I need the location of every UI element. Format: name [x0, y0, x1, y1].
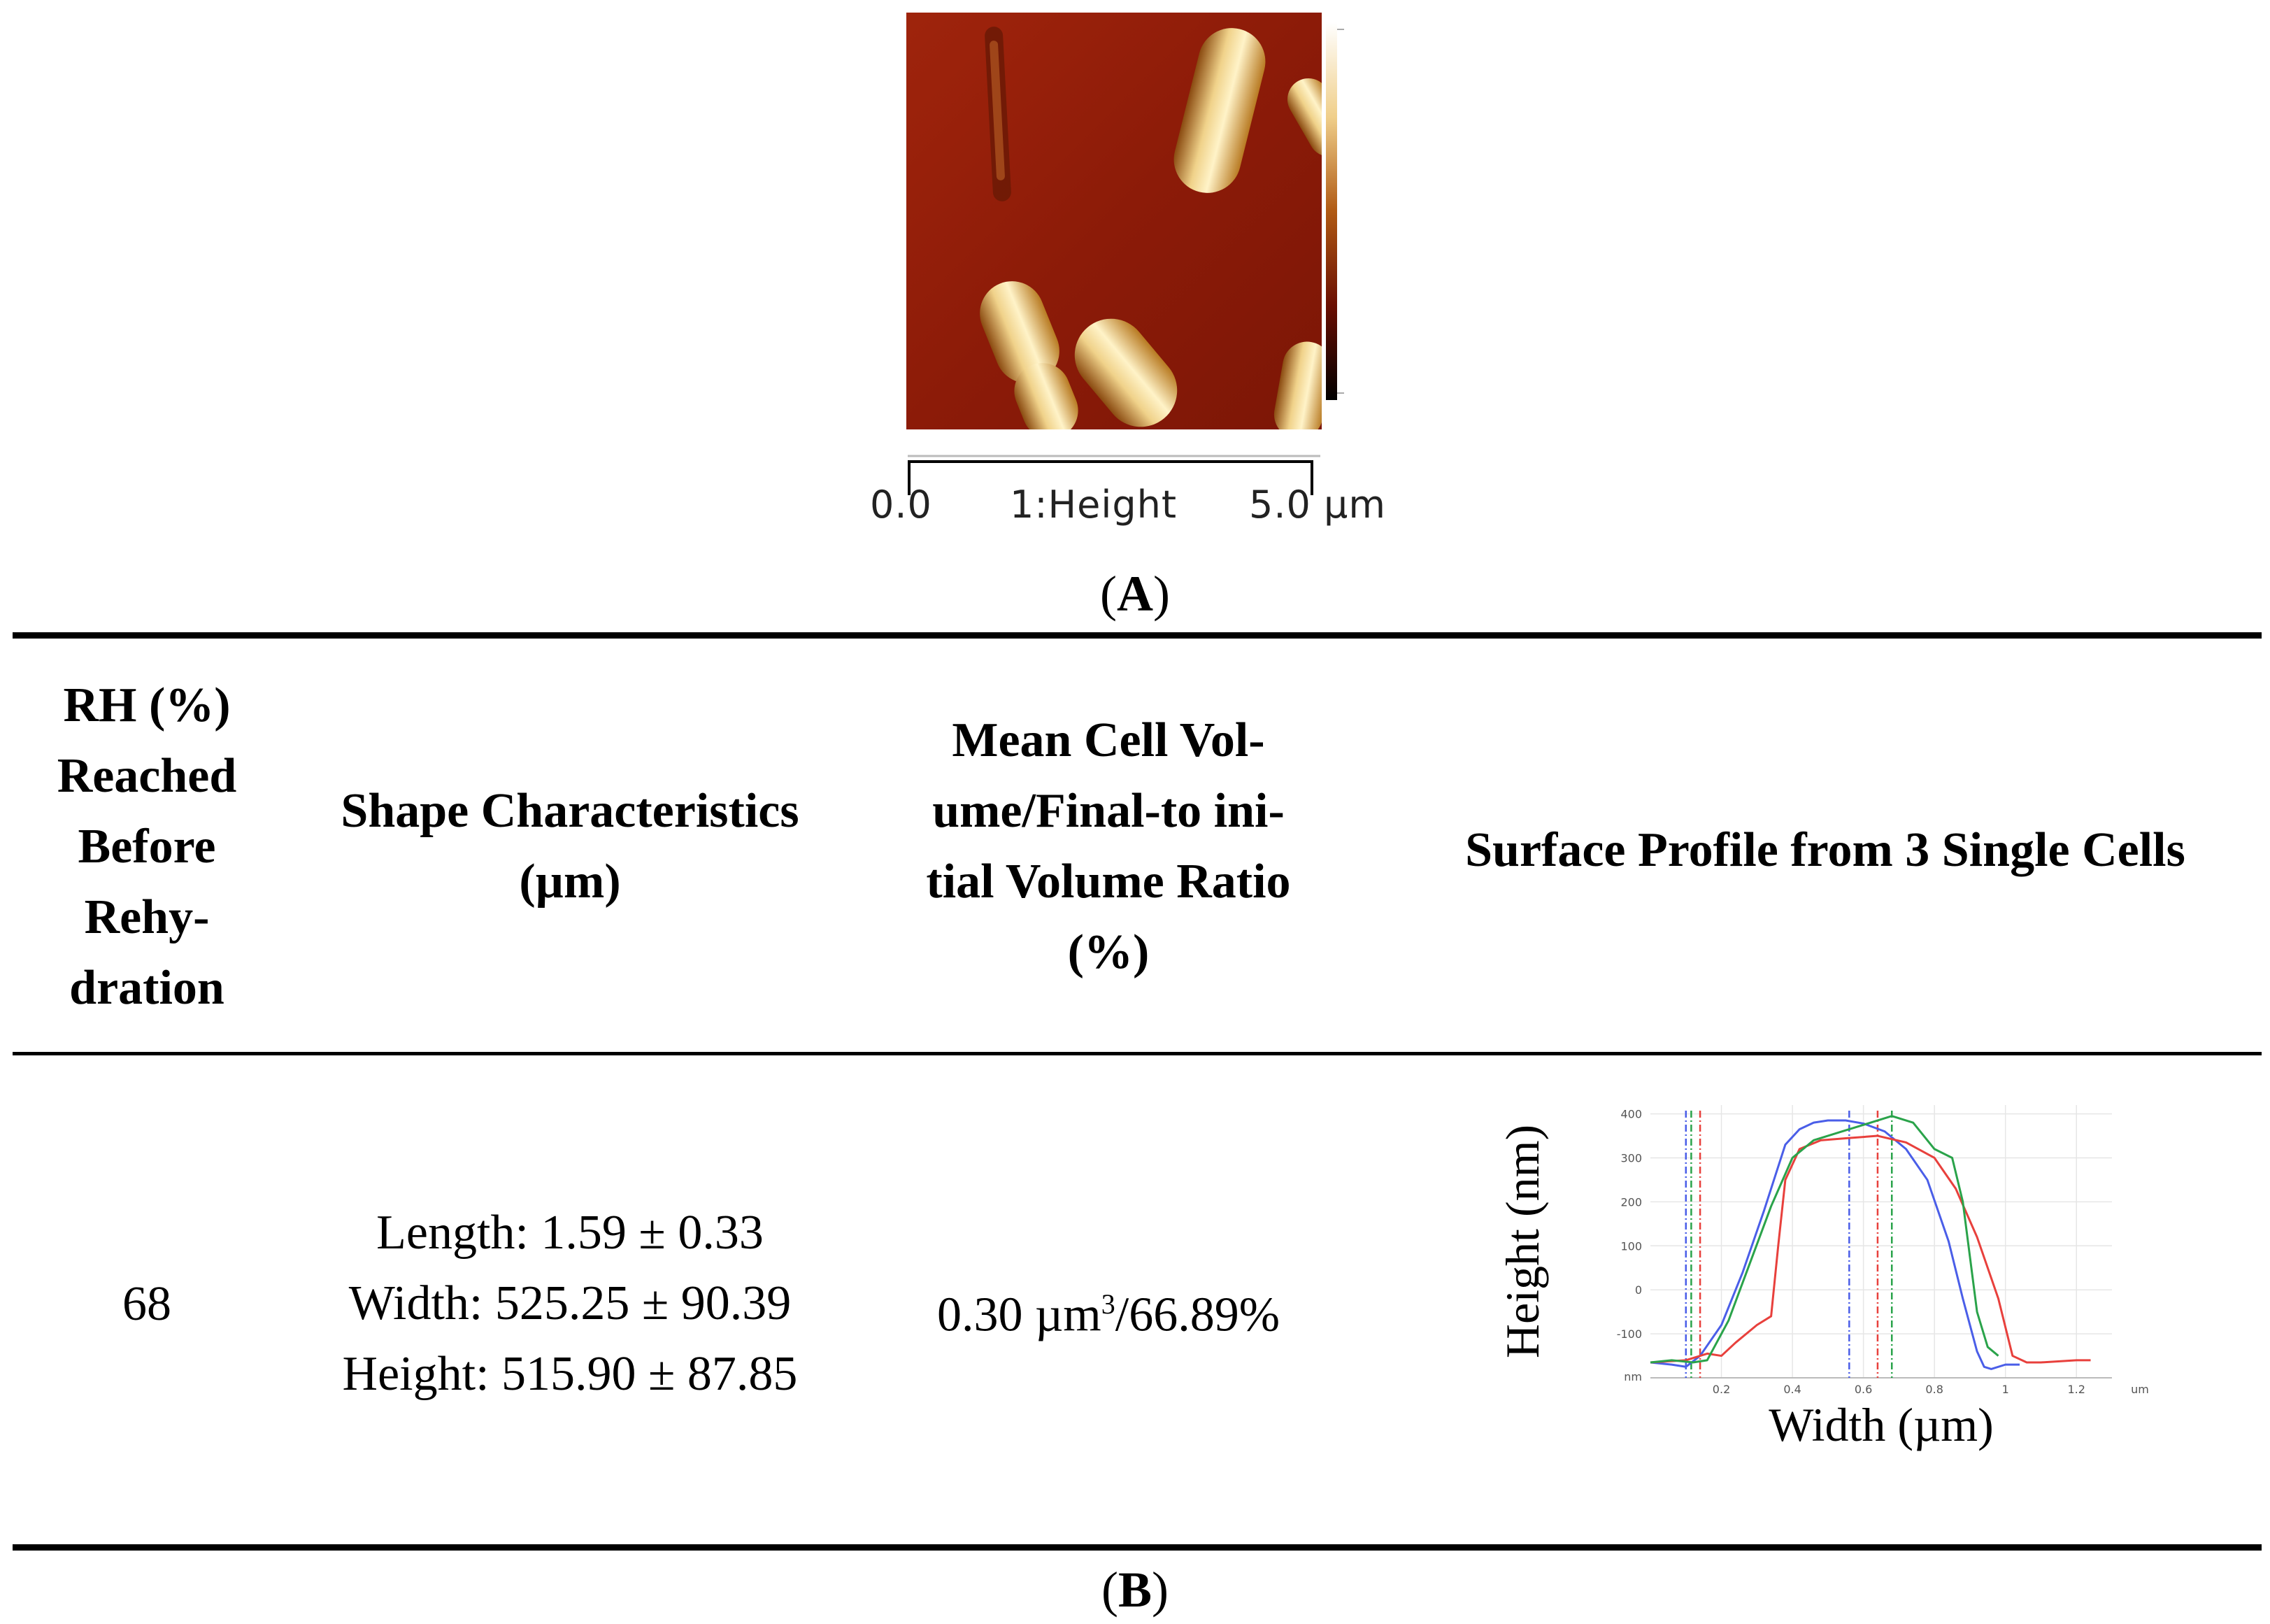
- profile-series-line: [1650, 1119, 2020, 1370]
- header-volume-line: Mean Cell Vol-: [952, 713, 1265, 767]
- x-tick-label: 0.8: [1925, 1383, 1943, 1396]
- x-tick-label: 0.4: [1783, 1383, 1801, 1396]
- header-volume-line: ume/Final-to ini-: [932, 784, 1285, 838]
- cell-volume-value: 0.30 µm3/66.89%: [867, 1269, 1350, 1350]
- scale-start-label: 0.0: [870, 483, 932, 527]
- table-header-rule: [13, 1052, 2262, 1055]
- header-profile: Surface Profile from 3 Single Cells: [1465, 822, 2185, 877]
- y-tick-label: 100: [1620, 1239, 1642, 1253]
- header-rh: RH (%) Reached Before Rehy- dration: [14, 671, 280, 1021]
- header-rh-line: RH (%): [63, 678, 231, 732]
- y-tick-label: -100: [1617, 1327, 1642, 1341]
- scale-title-label: 1:Height: [1010, 483, 1178, 527]
- scale-bar: [908, 455, 1320, 495]
- x-unit-label: um: [2131, 1383, 2149, 1396]
- panel-b-letter: B: [1118, 1562, 1152, 1618]
- header-rh-line: dration: [69, 960, 224, 1015]
- scale-end-label: 5.0 µm: [1249, 483, 1387, 527]
- header-rh-line: Reached: [57, 748, 237, 803]
- x-tick-label: 1: [2002, 1383, 2009, 1396]
- y-tick-label: 300: [1620, 1151, 1642, 1164]
- header-rh-line: Before: [78, 819, 216, 874]
- header-volume: Mean Cell Vol- ume/Final-to ini- tial Vo…: [867, 671, 1350, 1021]
- afm-height-image: [906, 13, 1322, 429]
- table-bottom-rule: [13, 1544, 2262, 1551]
- surface-profile-chart: -100 0 100 200 300 400 0.2 0.4 0.6 0.8 1 1.2 nm um Wid…: [1497, 1105, 2149, 1451]
- cell-shape-values: Length: 1.59 ± 0.33 Width: 525.25 ± 90.3…: [294, 1197, 846, 1409]
- shape-length: Length: 1.59 ± 0.33: [376, 1206, 764, 1260]
- y-unit-label: nm: [1624, 1370, 1642, 1383]
- profile-series-line: [1650, 1134, 2091, 1364]
- x-tick-label: 1.2: [2068, 1383, 2085, 1396]
- volume-base: 0.30 µm: [936, 1288, 1101, 1342]
- header-rh-line: Rehy-: [84, 890, 210, 944]
- y-axis-title: Height (nm): [1497, 1125, 1549, 1358]
- volume-ratio: /66.89%: [1115, 1288, 1280, 1342]
- cell-rh-value: 68: [122, 1277, 171, 1331]
- profile-series-line: [1650, 1115, 1999, 1364]
- shape-height: Height: 515.90 ± 87.85: [342, 1347, 798, 1401]
- shape-width: Width: 525.25 ± 90.39: [348, 1276, 792, 1330]
- y-tick-label: 200: [1620, 1195, 1642, 1209]
- x-tick-label: 0.2: [1713, 1383, 1730, 1396]
- height-colorbar: [1326, 22, 1344, 400]
- x-tick-label: 0.6: [1855, 1383, 1872, 1396]
- table-top-rule: [13, 632, 2262, 639]
- volume-superscript: 3: [1101, 1288, 1115, 1320]
- x-axis-title: Width (µm): [1769, 1398, 1994, 1451]
- header-shape-line: Shape Characteristics: [341, 784, 799, 838]
- panel-a-caption: (A): [1100, 566, 1170, 622]
- panel-a-letter: A: [1117, 566, 1153, 622]
- header-shape-line: (µm): [519, 855, 621, 909]
- y-tick-label: 400: [1620, 1108, 1642, 1121]
- header-volume-line: tial Volume Ratio: [926, 855, 1291, 909]
- y-tick-label: 0: [1635, 1283, 1642, 1297]
- header-volume-line: (%): [1067, 925, 1150, 979]
- panel-b-caption: (B): [1101, 1562, 1169, 1618]
- header-shape: Shape Characteristics (µm): [294, 741, 846, 951]
- afm-height-image-panel: [906, 13, 1361, 446]
